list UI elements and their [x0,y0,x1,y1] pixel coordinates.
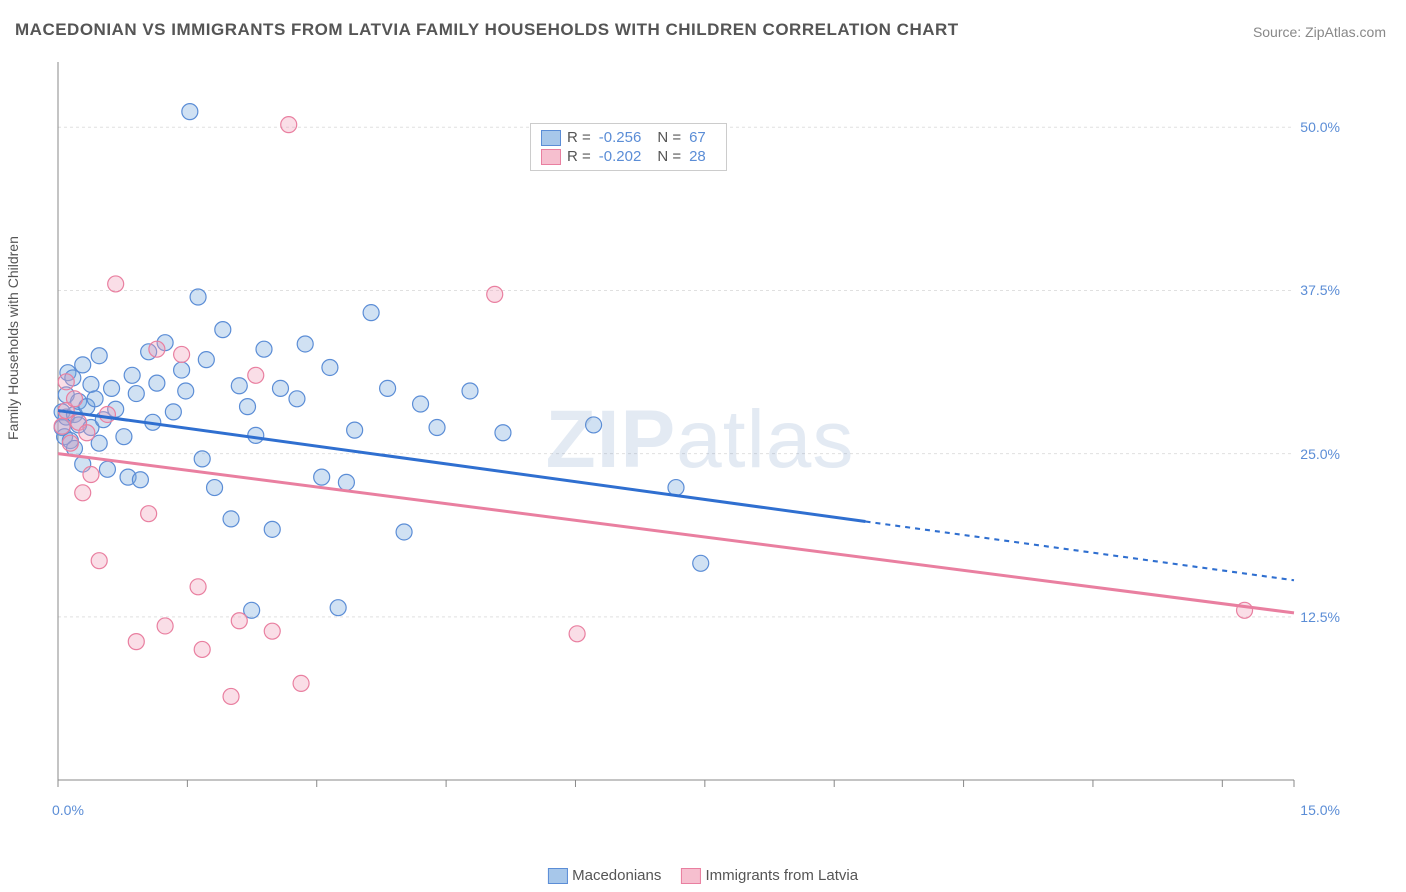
x-tick-right: 15.0% [1300,802,1340,818]
chart-container: MACEDONIAN VS IMMIGRANTS FROM LATVIA FAM… [0,0,1406,892]
legend-swatch-blue [548,868,568,884]
plot-area: ZIPatlas R = -0.256 N = 67 R = -0.202 N … [50,60,1350,820]
legend-swatch-pink [541,149,561,165]
legend-swatch-blue [541,130,561,146]
r-value: -0.202 [599,148,642,165]
y-tick-label: 37.5% [1300,282,1340,298]
chart-source: Source: ZipAtlas.com [1253,24,1386,40]
y-tick-label: 25.0% [1300,446,1340,462]
legend-swatch-pink [681,868,701,884]
y-tick-label: 50.0% [1300,119,1340,135]
series-legend: Macedonians Immigrants from Latvia [548,867,858,884]
n-value: 67 [689,129,706,146]
correlation-legend: R = -0.256 N = 67 R = -0.202 N = 28 [530,123,727,171]
x-tick-left: 0.0% [52,802,84,818]
legend-row-macedonians: R = -0.256 N = 67 [541,128,716,147]
r-value: -0.256 [599,129,642,146]
source-name: ZipAtlas.com [1305,24,1386,40]
r-label: R = [567,148,591,165]
n-label: N = [657,129,681,146]
legend-label: Immigrants from Latvia [706,867,859,884]
source-prefix: Source: [1253,24,1305,40]
chart-title: MACEDONIAN VS IMMIGRANTS FROM LATVIA FAM… [15,20,959,40]
y-tick-label: 12.5% [1300,609,1340,625]
legend-row-latvia: R = -0.202 N = 28 [541,147,716,166]
n-label: N = [657,148,681,165]
legend-item-latvia: Immigrants from Latvia [681,867,858,884]
legend-item-macedonians: Macedonians [548,867,661,884]
n-value: 28 [689,148,706,165]
r-label: R = [567,129,591,146]
y-axis-label: Family Households with Children [5,236,21,440]
scatter-plot-svg [50,60,1350,820]
legend-label: Macedonians [572,867,661,884]
